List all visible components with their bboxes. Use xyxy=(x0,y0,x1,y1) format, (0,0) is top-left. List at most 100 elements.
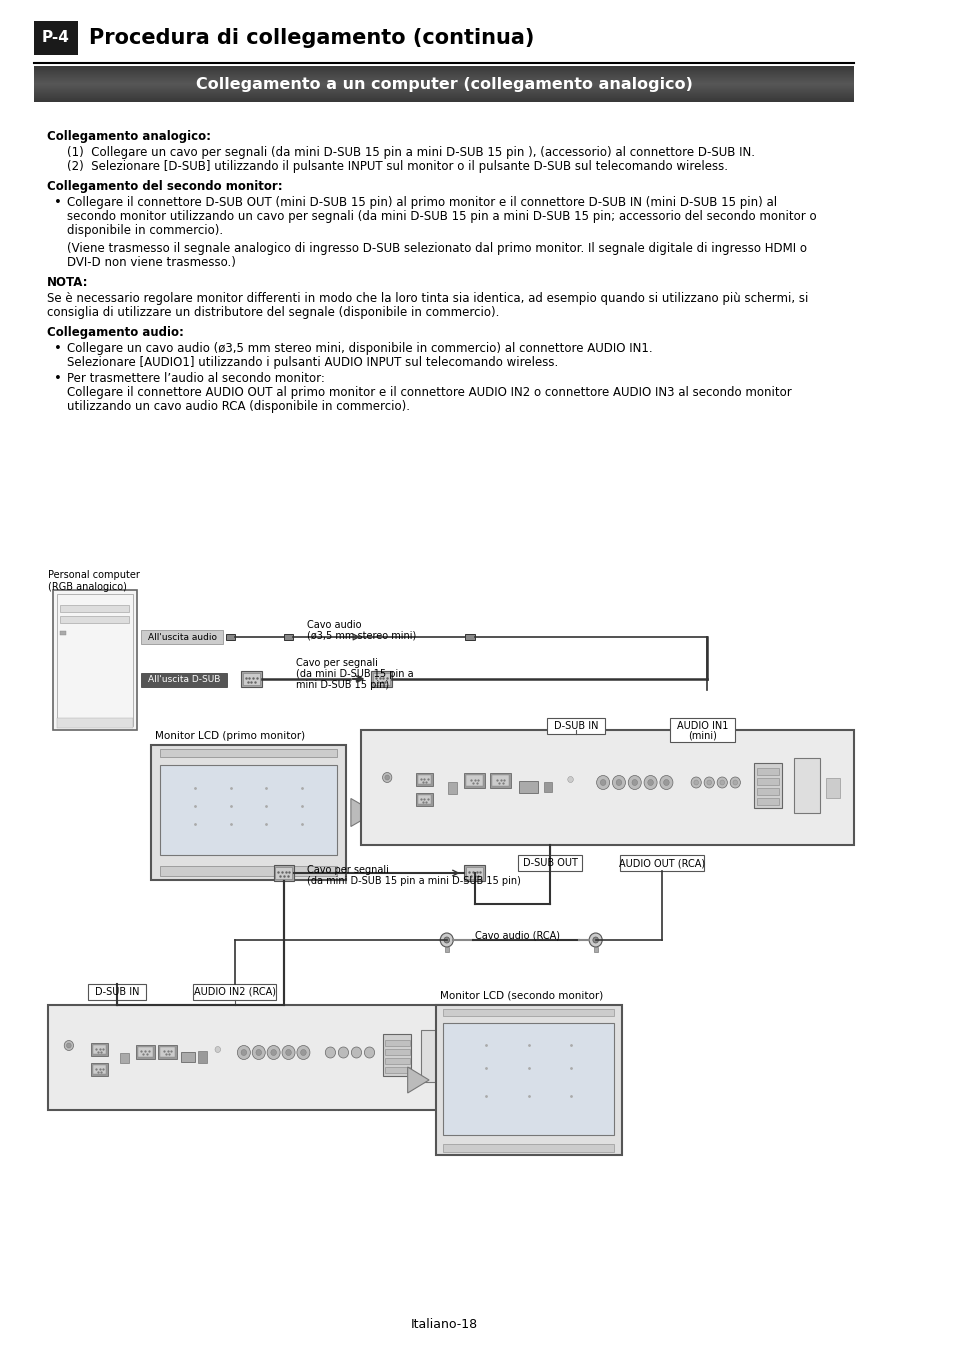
Text: •: • xyxy=(54,373,62,385)
Bar xyxy=(60,605,130,612)
Bar xyxy=(93,1065,106,1075)
Bar xyxy=(756,787,779,795)
Bar xyxy=(91,1044,108,1056)
Text: All'uscita audio: All'uscita audio xyxy=(148,633,216,641)
Text: Cavo audio: Cavo audio xyxy=(307,620,361,630)
Bar xyxy=(442,1008,614,1017)
Circle shape xyxy=(647,779,653,786)
Circle shape xyxy=(596,775,609,790)
Text: D-SUB IN: D-SUB IN xyxy=(95,987,139,998)
Bar xyxy=(57,718,133,728)
Bar xyxy=(53,590,136,730)
Text: Se è necessario regolare monitor differenti in modo che la loro tinta sia identi: Se è necessario regolare monitor differe… xyxy=(47,292,807,305)
Text: AUDIO OUT (RCA): AUDIO OUT (RCA) xyxy=(618,859,704,868)
Circle shape xyxy=(693,780,698,784)
Bar xyxy=(151,745,346,880)
Bar xyxy=(160,765,336,855)
Text: mini D-SUB 15 pin): mini D-SUB 15 pin) xyxy=(295,680,389,690)
Bar xyxy=(383,1034,411,1076)
Bar xyxy=(466,775,482,786)
Text: (da mini D-SUB 15 pin a: (da mini D-SUB 15 pin a xyxy=(295,670,414,679)
Bar xyxy=(57,594,133,726)
Bar xyxy=(385,1040,409,1045)
Circle shape xyxy=(64,1041,73,1050)
Text: Per trasmettere l’audio al secondo monitor:: Per trasmettere l’audio al secondo monit… xyxy=(67,373,325,385)
Text: Collegare il connettore D-SUB OUT (mini D-SUB 15 pin) al primo monitor e il conn: Collegare il connettore D-SUB OUT (mini … xyxy=(67,196,777,209)
Bar xyxy=(447,782,456,794)
Text: utilizzando un cavo audio RCA (disponibile in commercio).: utilizzando un cavo audio RCA (disponibi… xyxy=(67,400,410,413)
Bar xyxy=(517,855,581,871)
Text: All'uscita D-SUB: All'uscita D-SUB xyxy=(148,675,220,684)
Circle shape xyxy=(612,775,625,790)
Circle shape xyxy=(690,778,700,788)
Circle shape xyxy=(439,933,453,946)
Bar xyxy=(464,774,484,788)
Bar xyxy=(284,634,293,640)
Text: (ø3,5 mm stereo mini): (ø3,5 mm stereo mini) xyxy=(307,630,416,641)
Text: D-SUB OUT: D-SUB OUT xyxy=(522,859,577,868)
Bar xyxy=(385,1049,409,1054)
Text: Cavo per segnali: Cavo per segnali xyxy=(295,657,377,668)
Bar xyxy=(60,616,130,622)
Bar xyxy=(492,775,509,786)
Bar xyxy=(60,630,66,634)
Text: Collegamento analogico:: Collegamento analogico: xyxy=(47,130,211,143)
Text: Collegare un cavo audio (ø3,5 mm stereo mini, disponibile in commercio) al conne: Collegare un cavo audio (ø3,5 mm stereo … xyxy=(67,342,652,355)
Circle shape xyxy=(720,780,724,784)
Bar xyxy=(436,1004,621,1156)
Circle shape xyxy=(255,1049,261,1056)
Circle shape xyxy=(659,775,672,790)
Bar xyxy=(544,782,552,791)
Circle shape xyxy=(67,1044,71,1048)
Bar xyxy=(464,865,484,882)
Circle shape xyxy=(729,778,740,788)
Bar xyxy=(793,757,820,813)
Circle shape xyxy=(567,776,573,783)
Text: DVI-D non viene trasmesso.): DVI-D non viene trasmesso.) xyxy=(67,256,235,269)
Bar xyxy=(619,855,703,871)
Bar xyxy=(465,634,475,640)
Circle shape xyxy=(252,1045,265,1060)
Text: AUDIO IN2 (RCA): AUDIO IN2 (RCA) xyxy=(193,987,275,998)
Text: Personal computer: Personal computer xyxy=(49,570,140,580)
Text: Monitor LCD (primo monitor): Monitor LCD (primo monitor) xyxy=(155,730,305,741)
Bar xyxy=(416,774,433,786)
Bar xyxy=(416,792,433,806)
Bar xyxy=(158,1045,176,1058)
Circle shape xyxy=(271,1049,276,1056)
Bar xyxy=(160,1046,174,1057)
Circle shape xyxy=(631,779,637,786)
Circle shape xyxy=(382,772,392,783)
Bar xyxy=(417,795,431,805)
Circle shape xyxy=(703,778,714,788)
Text: consiglia di utilizzare un distributore del segnale (disponibile in commercio).: consiglia di utilizzare un distributore … xyxy=(47,306,498,319)
Bar xyxy=(141,674,227,687)
Bar xyxy=(420,1030,444,1081)
Circle shape xyxy=(643,775,657,790)
Polygon shape xyxy=(351,798,375,826)
Text: secondo monitor utilizzando un cavo per segnali (da mini D-SUB 15 pin a mini D-S: secondo monitor utilizzando un cavo per … xyxy=(67,211,816,223)
Circle shape xyxy=(338,1048,348,1058)
Circle shape xyxy=(599,779,605,786)
Circle shape xyxy=(300,1049,306,1056)
Text: •: • xyxy=(54,342,62,355)
Text: NOTA:: NOTA: xyxy=(47,275,88,289)
Text: (mini): (mini) xyxy=(687,730,717,741)
Bar xyxy=(547,718,604,734)
Text: Procedura di collegamento (continua): Procedura di collegamento (continua) xyxy=(90,28,535,49)
Polygon shape xyxy=(407,1066,429,1094)
Text: disponibile in commercio).: disponibile in commercio). xyxy=(67,224,223,238)
Circle shape xyxy=(364,1048,375,1058)
Circle shape xyxy=(592,937,598,944)
Bar xyxy=(33,22,78,55)
Circle shape xyxy=(241,1049,247,1056)
Text: •: • xyxy=(54,196,62,209)
Bar xyxy=(241,671,261,687)
Text: (da mini D-SUB 15 pin a mini D-SUB 15 pin): (da mini D-SUB 15 pin a mini D-SUB 15 pi… xyxy=(307,876,520,886)
Bar xyxy=(444,946,448,952)
Text: Collegamento a un computer (collegamento analogico): Collegamento a un computer (collegamento… xyxy=(195,77,692,92)
Bar xyxy=(193,984,276,1000)
Circle shape xyxy=(214,1046,220,1053)
Bar xyxy=(198,1050,207,1062)
Bar xyxy=(274,865,294,882)
